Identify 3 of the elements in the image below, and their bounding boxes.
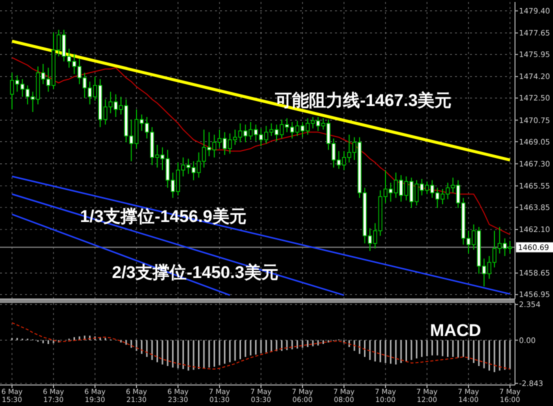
annotation: MACD <box>430 321 481 340</box>
line-series <box>12 322 510 370</box>
line-series <box>12 57 510 236</box>
